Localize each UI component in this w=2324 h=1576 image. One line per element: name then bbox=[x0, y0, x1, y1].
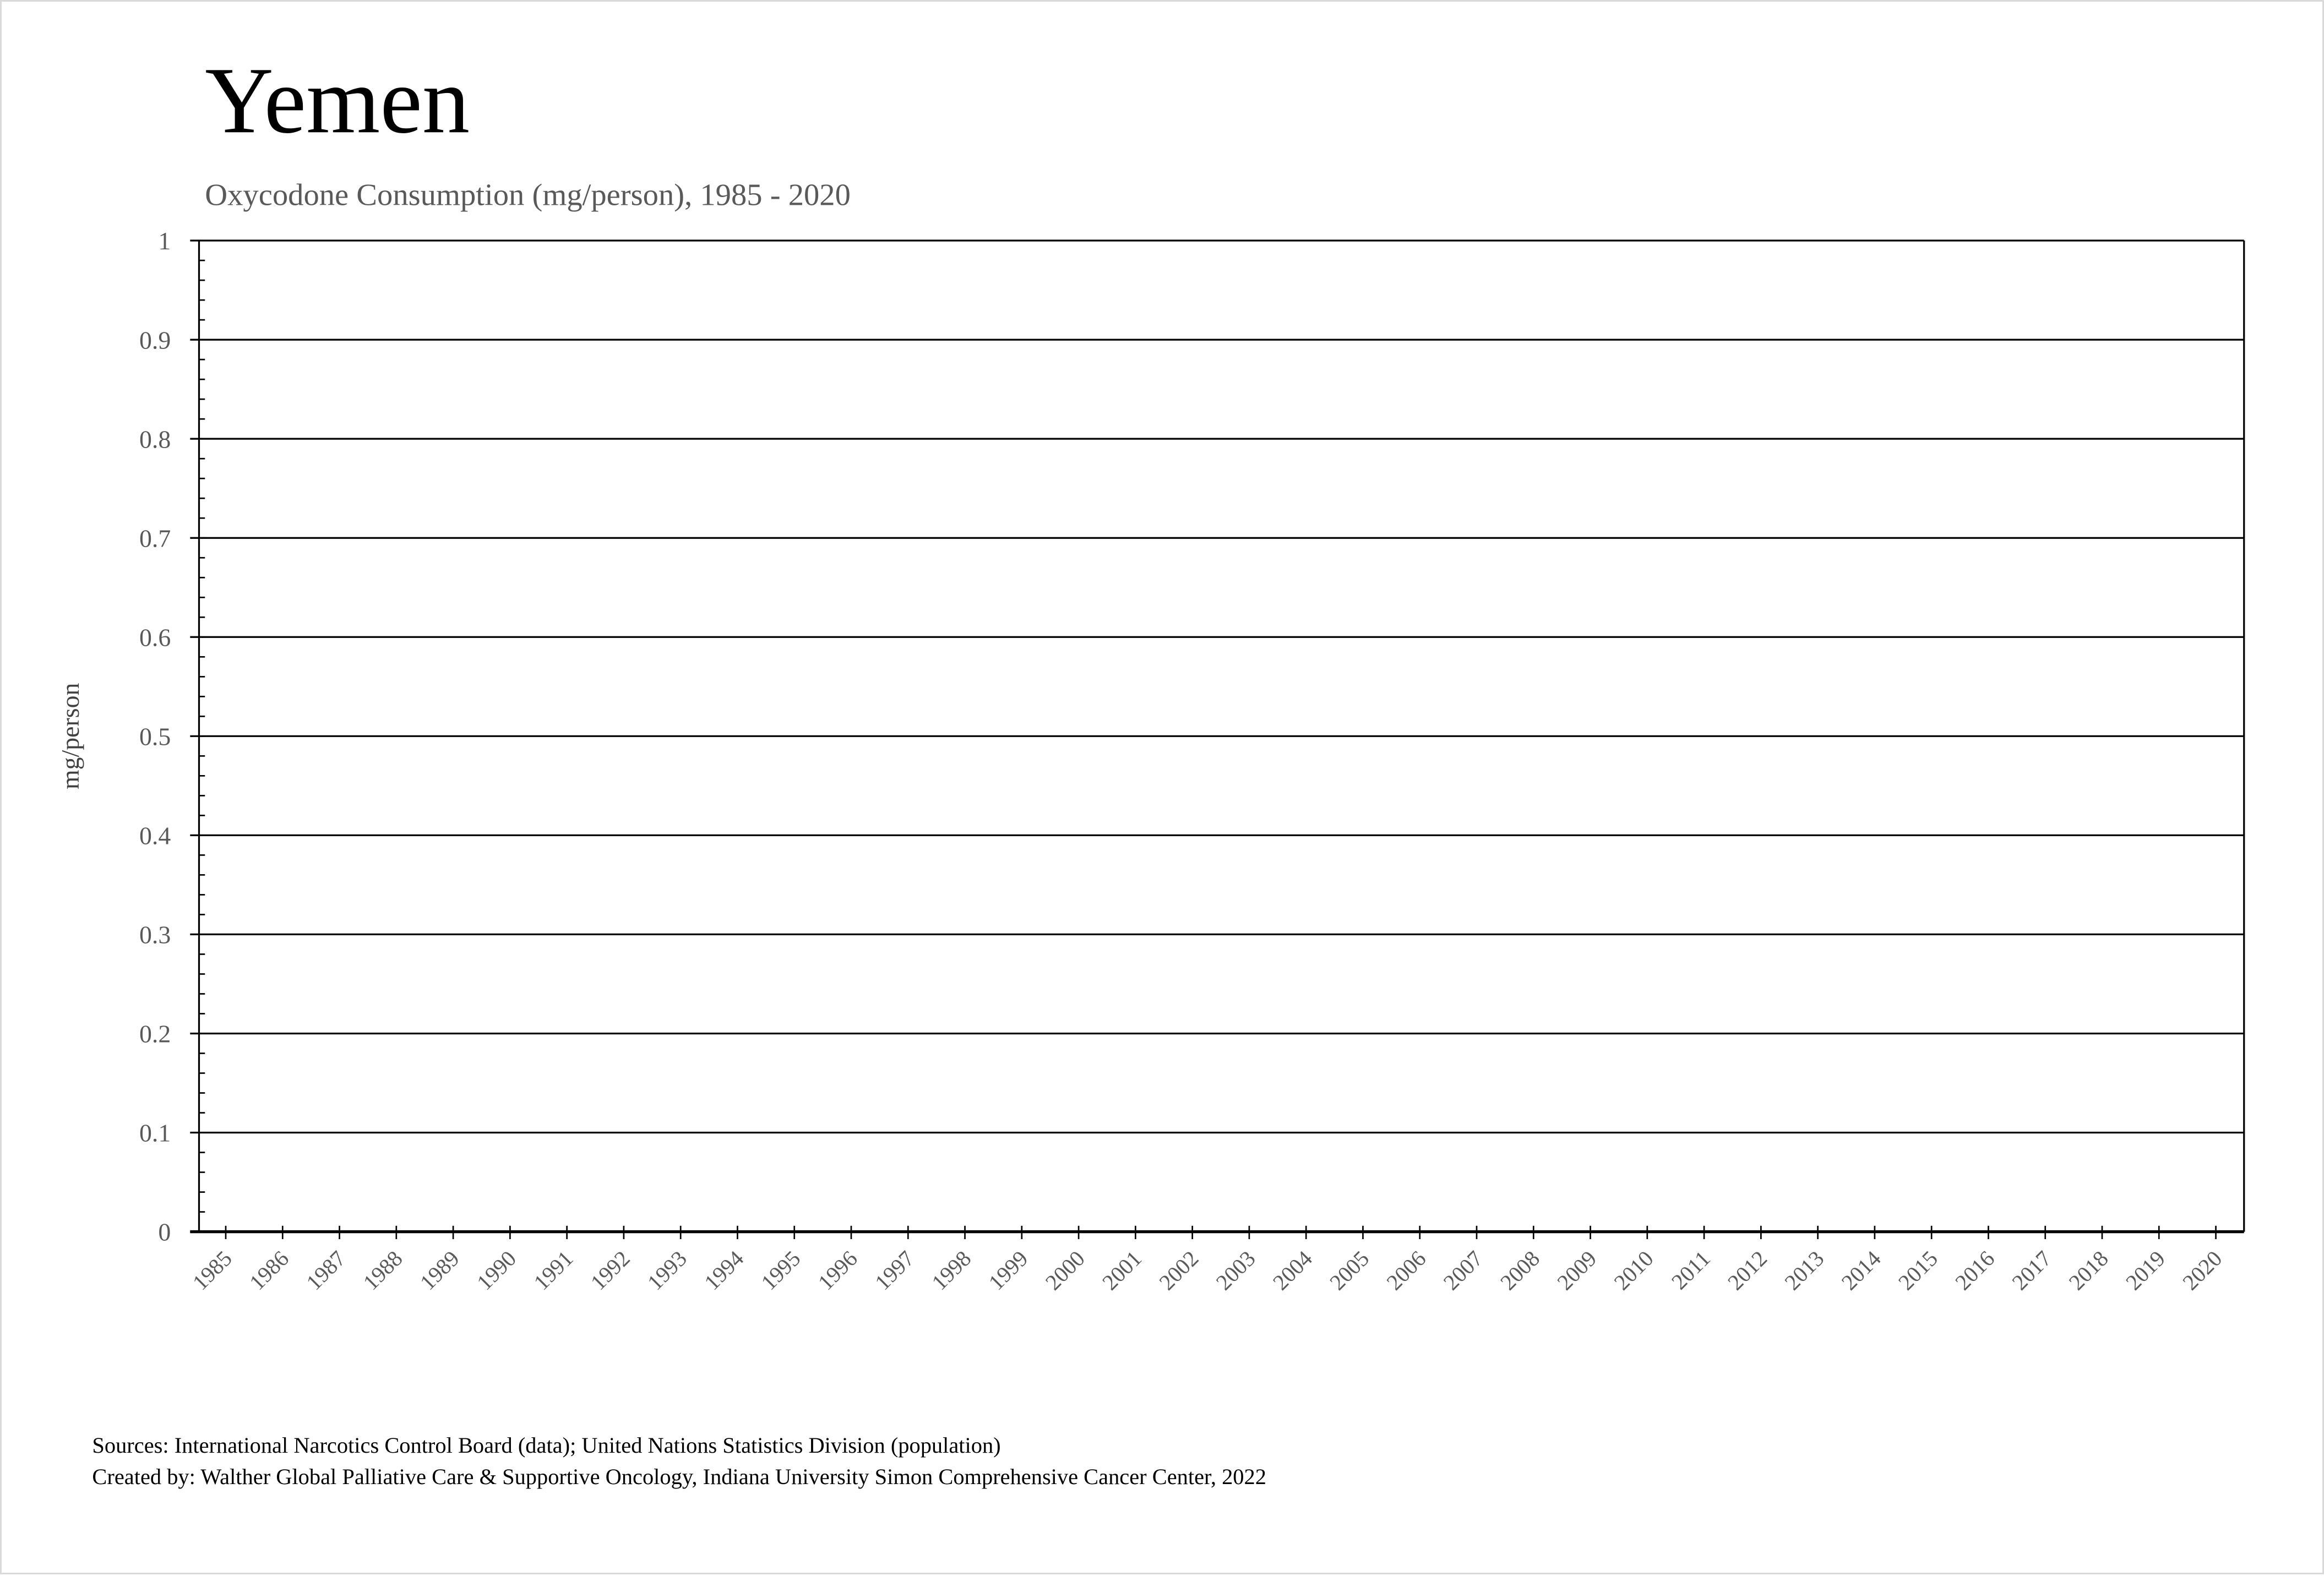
x-tick-label: 1989 bbox=[415, 1246, 464, 1295]
y-tick-label: 0.4 bbox=[139, 822, 171, 850]
x-tick-label: 2001 bbox=[1097, 1246, 1146, 1295]
x-tick-label: 2011 bbox=[1667, 1246, 1715, 1294]
footer-created-by: Created by: Walther Global Palliative Ca… bbox=[92, 1464, 1266, 1489]
x-tick-label: 1992 bbox=[586, 1246, 635, 1295]
x-tick-label: 1991 bbox=[529, 1246, 578, 1295]
footer-sources: Sources: International Narcotics Control… bbox=[92, 1433, 1000, 1458]
x-tick-label: 2005 bbox=[1325, 1246, 1374, 1295]
y-tick-label: 1 bbox=[158, 227, 171, 255]
y-axis: 0 0.1 0.2 0.3 0.4 0.5 0.6 0.7 0.8 0.9 1 bbox=[139, 227, 2245, 1246]
x-tick-label: 2006 bbox=[1382, 1246, 1431, 1295]
x-tick-label: 2018 bbox=[2064, 1246, 2113, 1295]
x-tick-label: 1985 bbox=[188, 1246, 237, 1295]
x-tick-label: 1988 bbox=[358, 1246, 407, 1295]
x-tick-label: 2000 bbox=[1041, 1246, 1090, 1295]
chart-subtitle: Oxycodone Consumption (mg/person), 1985 … bbox=[205, 178, 851, 212]
x-axis: 1985 1986 1987 1988 1989 1990 1991 1992 1993 1994… bbox=[188, 1225, 2244, 1295]
x-tick-label: 1999 bbox=[984, 1246, 1033, 1295]
x-tick-label: 2009 bbox=[1552, 1246, 1601, 1295]
y-tick-label: 0.1 bbox=[139, 1119, 171, 1147]
y-axis-label: mg/person bbox=[56, 683, 84, 789]
x-tick-label: 1993 bbox=[643, 1246, 692, 1295]
y-tick-label: 0 bbox=[158, 1218, 171, 1246]
x-tick-label: 2002 bbox=[1154, 1246, 1203, 1295]
y-tick-label: 0.6 bbox=[139, 623, 171, 651]
x-tick-label: 2007 bbox=[1439, 1246, 1488, 1295]
y-tick-label: 0.2 bbox=[139, 1020, 171, 1048]
y-tick-label: 0.7 bbox=[139, 524, 171, 552]
x-tick-label: 1994 bbox=[699, 1246, 748, 1295]
x-tick-label: 1990 bbox=[472, 1246, 521, 1295]
x-tick-label: 1997 bbox=[870, 1246, 919, 1295]
x-tick-label: 2016 bbox=[1950, 1246, 1999, 1295]
x-tick-label: 2015 bbox=[1893, 1246, 1942, 1295]
x-tick-label: 2013 bbox=[1779, 1246, 1828, 1295]
x-tick-label: 2008 bbox=[1495, 1246, 1544, 1295]
y-tick-label: 0.3 bbox=[139, 921, 171, 949]
x-tick-label: 2019 bbox=[2121, 1246, 2170, 1295]
x-tick-label: 1987 bbox=[301, 1246, 350, 1295]
x-tick-label: 2017 bbox=[2007, 1246, 2056, 1295]
x-tick-label: 2012 bbox=[1723, 1246, 1772, 1295]
x-tick-label: 1996 bbox=[813, 1246, 862, 1295]
x-tick-label: 1998 bbox=[927, 1246, 976, 1295]
x-tick-label: 2014 bbox=[1837, 1246, 1886, 1295]
y-tick-label: 0.8 bbox=[139, 425, 171, 453]
x-tick-label: 2003 bbox=[1211, 1246, 1260, 1295]
x-tick-label: 2020 bbox=[2178, 1246, 2227, 1295]
y-tick-label: 0.9 bbox=[139, 326, 171, 354]
x-tick-label: 2004 bbox=[1268, 1246, 1317, 1295]
chart-title: Yemen bbox=[205, 48, 470, 153]
x-tick-label: 2010 bbox=[1609, 1246, 1658, 1295]
y-tick-label: 0.5 bbox=[139, 722, 171, 750]
x-tick-label: 1986 bbox=[244, 1246, 293, 1295]
x-tick-label: 1995 bbox=[756, 1246, 805, 1295]
gridlines bbox=[199, 239, 2244, 1134]
